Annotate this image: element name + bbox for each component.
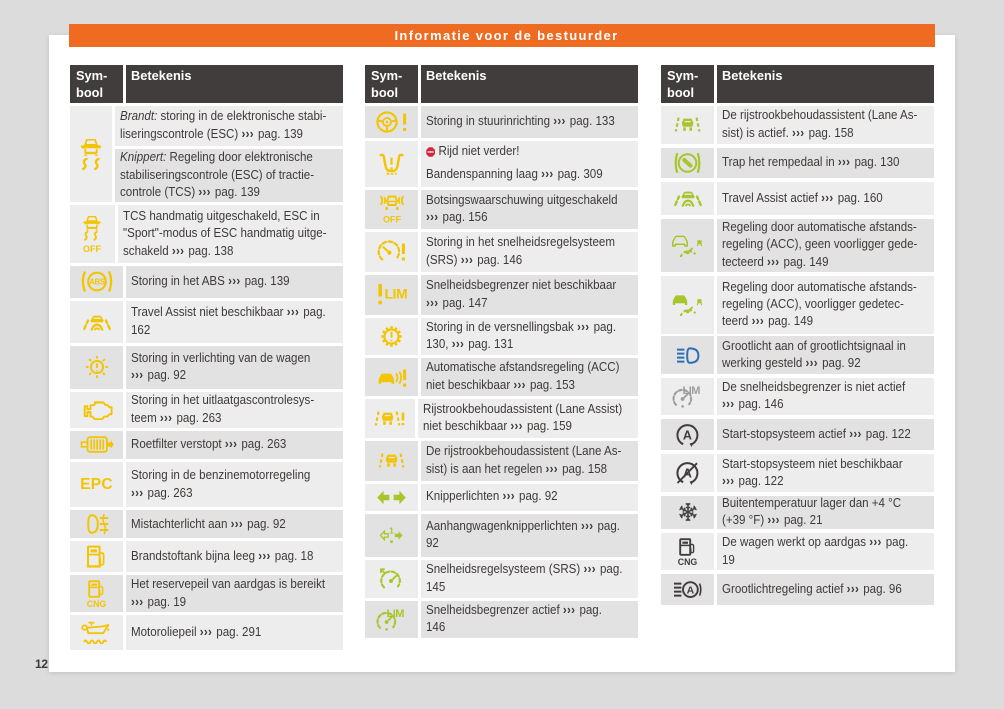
svg-text:CNG: CNG: [677, 557, 697, 566]
svg-text:A: A: [683, 428, 692, 442]
svg-text:LIM: LIM: [385, 286, 408, 302]
svg-text:A: A: [687, 584, 695, 596]
svg-text:OFF: OFF: [383, 215, 401, 225]
svg-text:ABS: ABS: [89, 278, 105, 287]
svg-text:OFF: OFF: [83, 244, 101, 253]
svg-text:1: 1: [389, 526, 394, 535]
svg-text:CNG: CNG: [86, 599, 106, 608]
